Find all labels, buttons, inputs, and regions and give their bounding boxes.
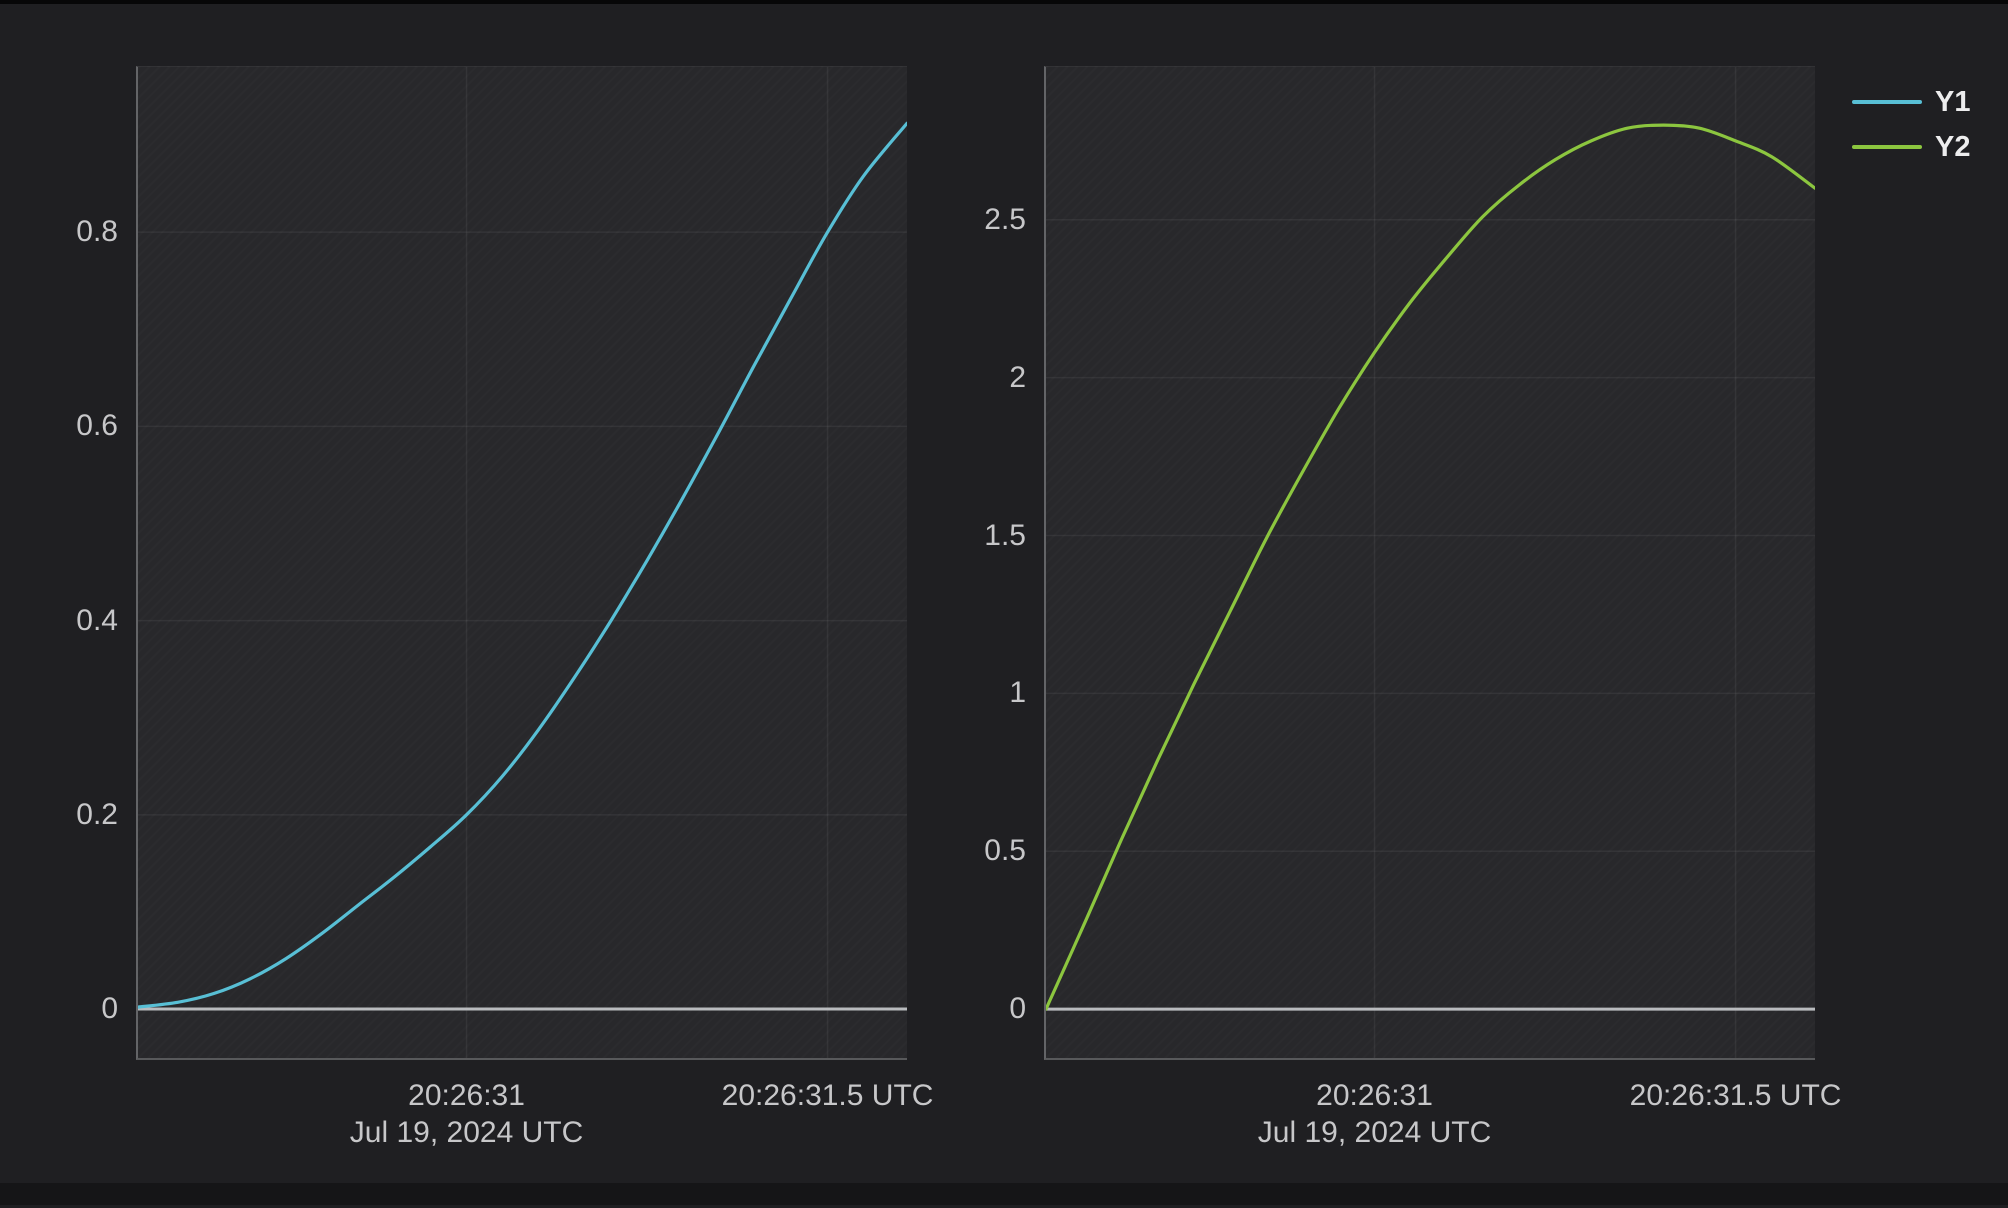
x-axis-tick-label: 20:26:31	[1316, 1079, 1433, 1112]
chart-y1-plot-area[interactable]	[136, 66, 907, 1060]
y-axis-tick-label: 0.2	[76, 797, 118, 831]
top-window-band	[0, 0, 2008, 4]
bottom-window-band	[0, 1183, 2008, 1205]
y-axis-tick-label: 0	[101, 992, 118, 1026]
series-line-y1	[138, 121, 907, 1009]
x-axis-tick-label: 20:26:31.5 UTC	[721, 1079, 934, 1112]
chart-y2-plot-area[interactable]	[1044, 66, 1815, 1060]
series-line-y2	[1046, 123, 1815, 1011]
x-axis-date-label: Jul 19, 2024 UTC	[1257, 1116, 1492, 1149]
legend-label-y2: Y2	[1935, 131, 1971, 163]
legend-label-y1: Y1	[1935, 86, 1971, 118]
legend-swatch-y1-line	[1852, 100, 1922, 104]
legend-swatch-y2-line	[1852, 145, 1922, 149]
y-axis-tick-label: 0.8	[76, 215, 118, 249]
x-axis-tick-label: 20:26:31.5 UTC	[1629, 1079, 1842, 1112]
y-axis-tick-label: 0.6	[76, 409, 118, 443]
y-axis-tick-label: 0.4	[76, 603, 118, 637]
legend-item-y1[interactable]: Y1	[1852, 84, 1970, 120]
x-axis-tick-label: 20:26:31	[408, 1079, 525, 1112]
legend-item-y2[interactable]: Y2	[1852, 129, 1970, 165]
legend: Y1 Y2	[1852, 84, 1970, 165]
x-axis-date-label: Jul 19, 2024 UTC	[349, 1116, 584, 1149]
